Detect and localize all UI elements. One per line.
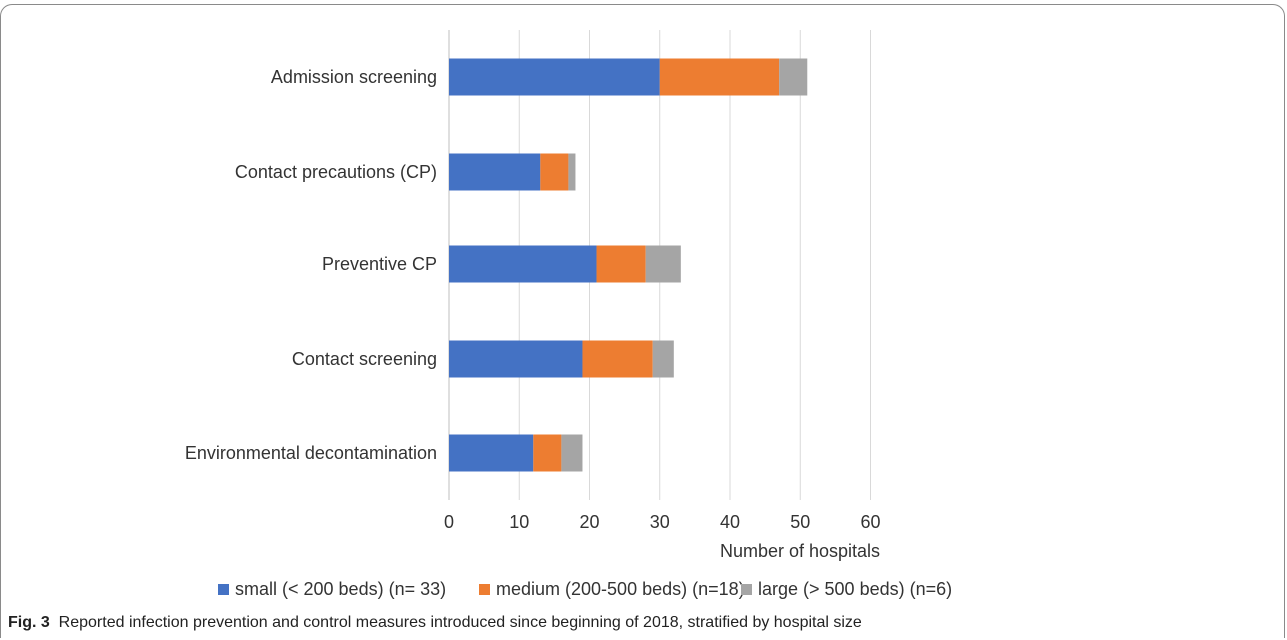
bar-segment [540,153,569,191]
bar-segment [596,245,646,283]
legend-entry: large (> 500 beds) (n=6) [758,579,952,599]
x-tick-label: 0 [444,512,454,532]
bar-segment [645,245,681,283]
figure-caption: Fig. 3 Reported infection prevention and… [8,614,862,632]
legend-swatch [218,584,229,595]
legend-entry: small (< 200 beds) (n= 33) [235,579,446,599]
x-tick-label: 10 [509,512,529,532]
x-tick-label: 20 [579,512,599,532]
caption-label: Fig. 3 [8,614,50,631]
bar-segment [568,153,576,191]
x-tick-label: 50 [790,512,810,532]
bar-segment [449,153,541,191]
bar-segment [561,434,583,472]
figure-frame [0,4,1285,638]
bars [449,58,808,472]
legend-swatch [741,584,752,595]
legend-swatch [479,584,490,595]
category-label: Environmental decontamination [185,443,437,463]
legend: small (< 200 beds) (n= 33) medium (200-50… [218,579,952,599]
bar-segment [449,245,597,283]
legend-entry: medium (200-500 beds) (n=18) [496,579,745,599]
category-label: Admission screening [271,67,437,87]
category-label: Preventive CP [322,254,437,274]
bar-segment [533,434,562,472]
x-axis-label: Number of hospitals [720,541,880,561]
caption-text: Reported infection prevention and contro… [58,614,862,631]
bar-segment [779,58,808,96]
bar-segment [449,340,583,378]
x-tick-label: 40 [720,512,740,532]
bar-segment [582,340,653,378]
x-tick-label: 60 [860,512,880,532]
x-tick-labels: 0 10 20 30 40 50 60 [444,512,881,532]
category-labels: Admission screening Contact precautions (… [185,67,437,463]
bar-segment [652,340,674,378]
bar-segment [449,434,534,472]
bar-segment [449,58,660,96]
category-label: Contact precautions (CP) [235,162,437,182]
category-label: Contact screening [292,349,437,369]
bar-segment [659,58,780,96]
x-tick-label: 30 [650,512,670,532]
